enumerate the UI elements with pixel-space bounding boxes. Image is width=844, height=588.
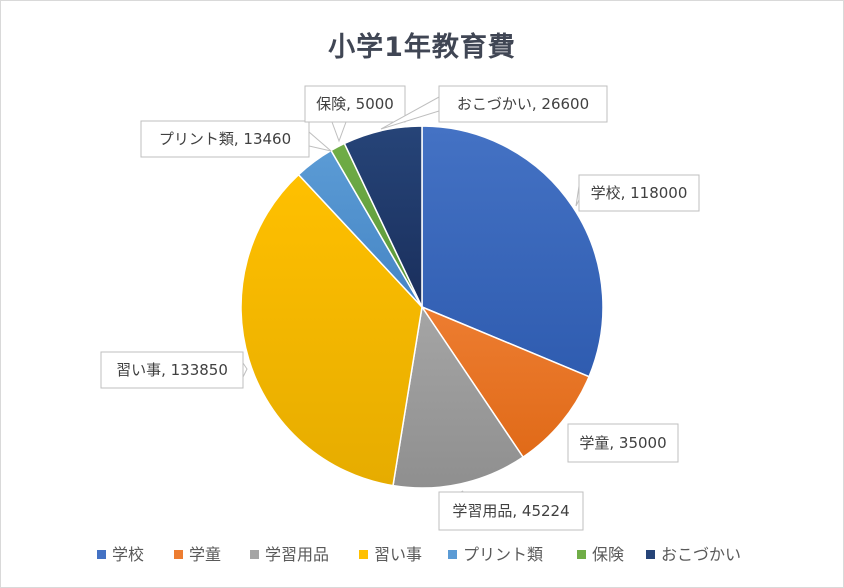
- pie-slice-0: [421, 125, 604, 378]
- legend-swatch-2: [250, 550, 259, 559]
- data-label-text-0: 学校, 118000: [591, 184, 688, 202]
- data-label-text-1: 学童, 35000: [579, 434, 666, 452]
- legend-item-1: 学童: [174, 545, 221, 564]
- data-label-4: プリント類, 13460: [140, 120, 332, 158]
- pie-slices: [240, 125, 604, 489]
- data-label-3: 習い事, 133850: [100, 351, 248, 389]
- data-label-text-4: プリント類, 13460: [159, 130, 291, 148]
- legend-swatch-5: [577, 550, 586, 559]
- data-label-0: 学校, 118000: [575, 174, 700, 212]
- legend-item-6: おこづかい: [646, 545, 741, 564]
- pie-slice-1: [419, 305, 591, 459]
- legend-label-5: 保険: [592, 545, 624, 564]
- pie-slice-3: [240, 173, 423, 487]
- chart-title: 小学1年教育費: [328, 32, 516, 63]
- data-label-text-6: おこづかい, 26600: [457, 95, 589, 113]
- data-label-text-2: 学習用品, 45224: [452, 502, 569, 520]
- pie-slice-2: [392, 305, 525, 489]
- legend-item-3: 習い事: [359, 545, 422, 564]
- legend-label-1: 学童: [189, 545, 221, 564]
- data-label-text-3: 習い事, 133850: [116, 361, 228, 379]
- legend-label-6: おこづかい: [661, 545, 741, 564]
- legend-swatch-3: [359, 550, 368, 559]
- legend-label-0: 学校: [112, 545, 144, 564]
- data-label-6: おこづかい, 26600: [380, 85, 608, 130]
- legend-item-2: 学習用品: [250, 545, 329, 564]
- legend-item-0: 学校: [97, 545, 144, 564]
- legend: 学校 学童 学習用品 習い事 プリント類 保険 おこづかい: [97, 545, 741, 564]
- legend-label-3: 習い事: [374, 545, 422, 564]
- legend-swatch-0: [97, 550, 106, 559]
- legend-swatch-1: [174, 550, 183, 559]
- data-label-1: 学童, 35000: [567, 423, 679, 463]
- legend-label-4: プリント類: [463, 545, 543, 564]
- legend-swatch-4: [448, 550, 457, 559]
- pie-slice-6: [343, 125, 423, 308]
- data-label-2: 学習用品, 45224: [438, 490, 584, 531]
- legend-swatch-6: [646, 550, 655, 559]
- legend-item-4: プリント類: [448, 545, 543, 564]
- data-label-5: 保険, 5000: [304, 85, 406, 143]
- legend-label-2: 学習用品: [265, 545, 329, 564]
- data-label-callouts: 学校, 118000 学童, 35000 学習用品, 45224 習い事, 13385…: [100, 85, 700, 531]
- legend-item-5: 保険: [577, 545, 624, 564]
- data-label-text-5: 保険, 5000: [316, 95, 394, 113]
